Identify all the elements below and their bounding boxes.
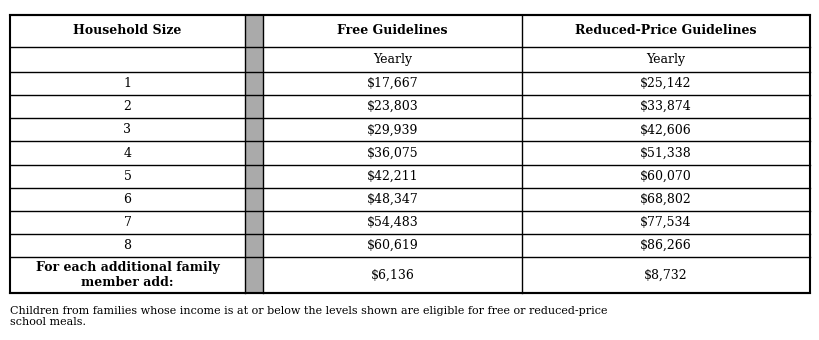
Text: $60,619: $60,619 <box>366 239 418 252</box>
Text: $33,874: $33,874 <box>640 100 691 113</box>
Text: 1: 1 <box>124 77 131 90</box>
Text: $29,939: $29,939 <box>366 123 418 136</box>
Text: $42,211: $42,211 <box>366 170 418 183</box>
Bar <box>245 15 262 293</box>
Text: $36,075: $36,075 <box>366 147 418 159</box>
Text: Yearly: Yearly <box>645 53 685 66</box>
Text: Free Guidelines: Free Guidelines <box>337 24 447 37</box>
Text: 6: 6 <box>124 193 131 206</box>
Text: $8,732: $8,732 <box>644 268 687 282</box>
Text: 7: 7 <box>124 216 131 229</box>
Bar <box>10 15 809 293</box>
Text: $17,667: $17,667 <box>366 77 418 90</box>
Text: 4: 4 <box>124 147 131 159</box>
Text: 2: 2 <box>124 100 131 113</box>
Text: Yearly: Yearly <box>373 53 411 66</box>
Text: For each additional family
member add:: For each additional family member add: <box>35 261 219 289</box>
Text: Children from families whose income is at or below the levels shown are eligible: Children from families whose income is a… <box>10 306 607 327</box>
Text: $86,266: $86,266 <box>640 239 691 252</box>
Text: $6,136: $6,136 <box>370 268 414 282</box>
Text: 8: 8 <box>124 239 131 252</box>
Bar <box>10 15 809 293</box>
Text: $60,070: $60,070 <box>640 170 691 183</box>
Text: $25,142: $25,142 <box>640 77 691 90</box>
Text: 5: 5 <box>124 170 131 183</box>
Text: 3: 3 <box>124 123 131 136</box>
Text: Household Size: Household Size <box>73 24 182 37</box>
Text: $77,534: $77,534 <box>640 216 691 229</box>
Text: $42,606: $42,606 <box>640 123 691 136</box>
Text: $54,483: $54,483 <box>366 216 418 229</box>
Text: $48,347: $48,347 <box>366 193 418 206</box>
Text: Reduced-Price Guidelines: Reduced-Price Guidelines <box>575 24 756 37</box>
Text: $68,802: $68,802 <box>640 193 691 206</box>
Text: $23,803: $23,803 <box>366 100 418 113</box>
Text: $51,338: $51,338 <box>640 147 691 159</box>
